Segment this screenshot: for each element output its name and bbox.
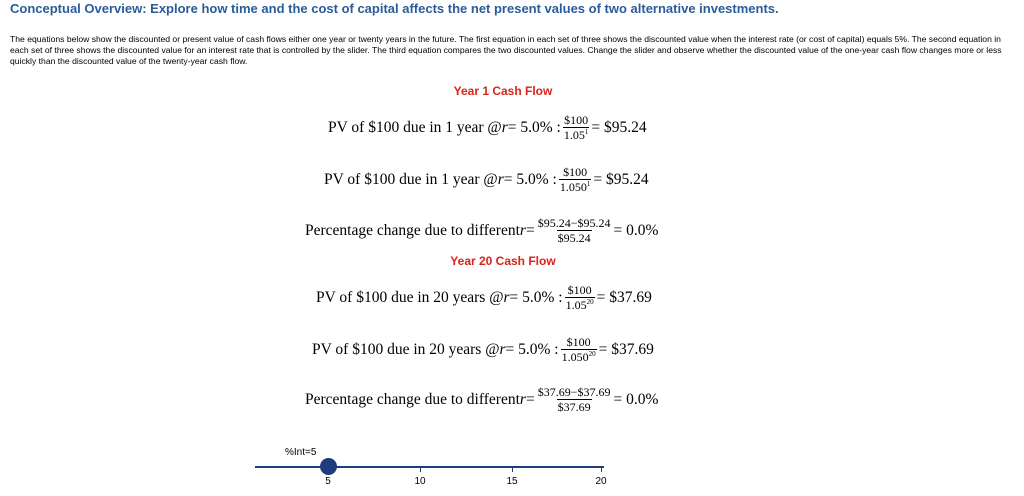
eq-rate-variable: r xyxy=(497,170,504,188)
eq-numerator: $100 xyxy=(566,335,591,349)
year1-equation-percent-change: Percentage change due to different r = $… xyxy=(305,217,658,244)
eq-numerator: $100 xyxy=(567,283,592,297)
slider-tick-label: 20 xyxy=(595,476,607,487)
description-text: The equations below show the discounted … xyxy=(10,34,1002,66)
eq-result: = 0.0% xyxy=(613,390,659,408)
eq-numerator: $100 xyxy=(563,165,588,179)
eq-prefix: Percentage change due to different xyxy=(305,390,520,408)
eq-rate-variable: r xyxy=(519,221,526,239)
eq-result: = $95.24 xyxy=(591,118,647,136)
eq-numerator: $95.24−$95.24 xyxy=(537,216,611,230)
year20-equation-slider: PV of $100 due in 20 years @ r = 5.0% : … xyxy=(312,336,654,363)
eq-rate-variable: r xyxy=(499,340,506,358)
eq-prefix: PV of $100 due in 1 year @ xyxy=(324,170,498,188)
eq-fraction: $100 1.0520 xyxy=(564,283,595,312)
eq-prefix: PV of $100 due in 1 year @ xyxy=(328,118,502,136)
slider-tick-label: 5 xyxy=(325,476,331,487)
year20-equation-percent-change: Percentage change due to different r = $… xyxy=(305,386,658,413)
eq-denominator: $95.24 xyxy=(556,230,592,245)
eq-numerator: $37.69−$37.69 xyxy=(537,385,611,399)
eq-fraction: $37.69−$37.69 $37.69 xyxy=(537,386,612,413)
eq-numerator: $100 xyxy=(564,113,589,127)
eq-denominator: 1.051 xyxy=(562,127,590,142)
interest-rate-slider-handle[interactable] xyxy=(320,458,337,475)
eq-prefix: Percentage change due to different xyxy=(305,221,520,239)
eq-rate-variable: r xyxy=(501,118,508,136)
eq-rate-text: = 5.0% : xyxy=(503,170,557,188)
eq-prefix: PV of $100 due in 20 years @ xyxy=(316,288,504,306)
year20-equation-base: PV of $100 due in 20 years @ r = 5.0% : … xyxy=(316,284,652,311)
eq-fraction: $95.24−$95.24 $95.24 xyxy=(537,217,612,244)
slider-tick xyxy=(512,467,513,472)
slider-tick-label: 15 xyxy=(506,476,518,487)
eq-rate-text: = 5.0% : xyxy=(509,288,563,306)
slider-tick xyxy=(601,467,602,472)
eq-denominator: 1.05020 xyxy=(560,349,597,364)
eq-fraction: $100 1.0501 xyxy=(558,165,592,194)
slider-track[interactable] xyxy=(255,466,604,468)
eq-result: = $95.24 xyxy=(593,170,649,188)
eq-rate-variable: r xyxy=(503,288,510,306)
eq-result: = $37.69 xyxy=(598,340,654,358)
slider-tick xyxy=(420,467,421,472)
year1-equation-slider: PV of $100 due in 1 year @ r = 5.0% : $1… xyxy=(324,166,649,193)
slider-tick-label: 10 xyxy=(414,476,426,487)
eq-denominator: 1.0501 xyxy=(558,179,592,194)
eq-rate-variable: r xyxy=(519,390,526,408)
eq-fraction: $100 1.051 xyxy=(562,113,590,142)
eq-prefix: PV of $100 due in 20 years @ xyxy=(312,340,500,358)
slider-value-label: %Int=5 xyxy=(285,447,317,458)
eq-fraction: $100 1.05020 xyxy=(560,335,597,364)
eq-denominator: 1.0520 xyxy=(564,297,595,312)
page-title: Conceptual Overview: Explore how time an… xyxy=(10,1,779,16)
eq-result: = $37.69 xyxy=(596,288,652,306)
eq-rate-text: = xyxy=(525,390,535,408)
eq-rate-text: = xyxy=(525,221,535,239)
year1-equation-base: PV of $100 due in 1 year @ r = 5.0% : $1… xyxy=(328,114,647,141)
eq-rate-text: = 5.0% : xyxy=(507,118,561,136)
eq-result: = 0.0% xyxy=(613,221,659,239)
year20-heading: Year 20 Cash Flow xyxy=(450,254,556,268)
eq-denominator: $37.69 xyxy=(556,399,592,414)
year1-heading: Year 1 Cash Flow xyxy=(453,84,553,98)
eq-rate-text: = 5.0% : xyxy=(505,340,559,358)
